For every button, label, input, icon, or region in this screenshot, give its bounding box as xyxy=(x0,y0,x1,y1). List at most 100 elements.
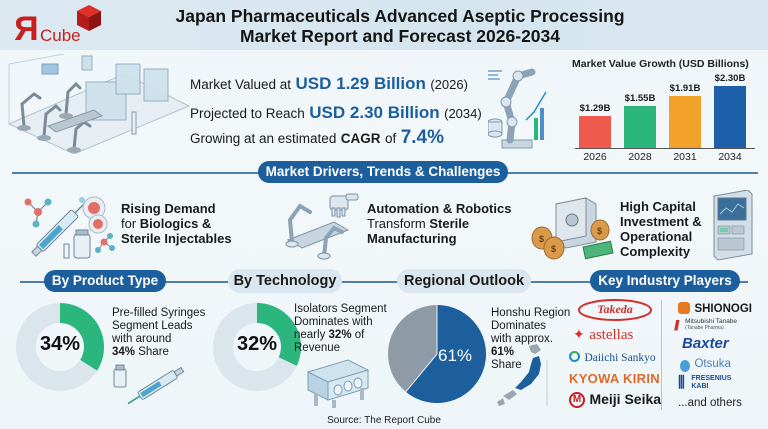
svg-text:$: $ xyxy=(539,234,544,244)
shionogi-text: SHIONOGI xyxy=(694,303,752,315)
driver-line: High Capital xyxy=(620,199,696,214)
capital-investment-illustration: $ $ $ xyxy=(531,197,614,260)
mitsubishi-tanabe-logo: /// Mitsubishi Tanabe (Tanabe Pharma) xyxy=(674,316,737,334)
product-type-title: By Product Type xyxy=(44,270,166,292)
driver-line: Investment & xyxy=(620,214,702,229)
fresenius-kabi-logo: ⫼ FRESENIUS KABI xyxy=(678,374,731,392)
x-tick-label: 2031 xyxy=(673,151,697,163)
astellas-star-icon: ✦ xyxy=(573,326,585,342)
takeda-text: Takeda xyxy=(597,302,633,316)
chart-x-labels: 2026 2028 2031 2034 xyxy=(575,151,755,165)
segment-line: 34% xyxy=(112,346,136,358)
takeda-logo: Takeda xyxy=(575,298,655,327)
bar-2026: $1.29B xyxy=(579,103,611,148)
driver-automation: Automation & Robotics Transform Sterile … xyxy=(367,201,511,246)
segment-line: 32% xyxy=(328,329,352,341)
fresenius-text: FRESENIUS xyxy=(691,374,732,382)
driver-line: Biologics & xyxy=(139,216,212,231)
and-others-text: ...and others xyxy=(678,397,742,409)
page-title: Japan Pharmaceuticals Advanced Aseptic P… xyxy=(120,6,680,46)
technology-donut-chart xyxy=(213,303,301,391)
astellas-text: astellas xyxy=(589,327,634,343)
regional-pie-chart xyxy=(388,305,486,403)
drivers-section-title: Market Drivers, Trends & Challenges xyxy=(258,161,508,183)
kabi-text: KABI xyxy=(691,382,709,390)
key-players-title: Key Industry Players xyxy=(590,270,740,292)
bar-value-label: $1.55B xyxy=(624,93,656,104)
chart-title: Market Value Growth (USD Billions) xyxy=(572,58,749,70)
daiichi-sankyo-logo: Daiichi Sankyo xyxy=(569,348,656,366)
meiji-seika-logo: M Meiji Seika xyxy=(569,391,661,409)
bar-value-label: $1.29B xyxy=(579,103,611,114)
bar-value-label: $1.91B xyxy=(669,83,701,94)
report-cube-logo: R Cube xyxy=(14,4,104,48)
kyowa-kirin-logo: KYOWA KIRIN xyxy=(569,371,660,386)
players-separator xyxy=(661,300,662,410)
segment-line: Honshu Region xyxy=(491,307,571,319)
segment-line: Dominates xyxy=(491,320,546,332)
segment-line: of xyxy=(351,329,365,341)
daiichi-sankyo-text: Daiichi Sankyo xyxy=(584,352,656,364)
bar-fill xyxy=(579,116,611,148)
source-footer: Source: The Report Cube xyxy=(327,415,441,426)
bar-2028: $1.55B xyxy=(624,93,656,148)
bar-2034: $2.30B xyxy=(714,73,746,148)
segments-divider xyxy=(20,281,748,283)
segment-line: with around xyxy=(112,333,172,345)
segment-line: Pre-filled Syringes xyxy=(112,307,206,319)
kpi-of-label: of xyxy=(384,131,397,146)
shionogi-logo: SHIONOGI xyxy=(678,299,752,317)
regional-outlook-title: Regional Outlook xyxy=(397,269,531,293)
driver-line: Complexity xyxy=(620,244,691,259)
product-type-description: Pre-filled Syringes Segment Leads with a… xyxy=(112,307,205,359)
syringe-vial-illustration xyxy=(113,364,185,405)
kpi-projected: Projected to Reach USD 2.30 Billion (203… xyxy=(190,103,482,123)
astellas-logo: ✦ astellas xyxy=(573,326,633,344)
driver-line: Transform xyxy=(367,216,430,231)
kpi-valued-year: (2026) xyxy=(430,77,468,92)
driver-biologics: Rising Demand for Biologics & Sterile In… xyxy=(121,201,232,246)
chart-x-axis xyxy=(575,148,755,149)
tanabe-pharma-text: (Tanabe Pharma) xyxy=(685,324,724,331)
product-type-donut-chart xyxy=(16,303,104,391)
regional-percent: 61% xyxy=(437,346,473,365)
driver-line: Sterile xyxy=(429,216,470,231)
segment-line: 61% xyxy=(491,346,515,358)
kpi-cagr-label: CAGR xyxy=(340,131,381,146)
isolator-illustration xyxy=(306,359,370,408)
segment-line: with approx. xyxy=(491,333,554,345)
otsuka-logo: Otsuka xyxy=(680,354,731,372)
segment-line: Isolators Segment xyxy=(294,303,387,315)
mitsubishi-tanabe-mark-icon: /// xyxy=(674,316,679,333)
technology-description: Isolators Segment Dominates with nearly … xyxy=(294,303,387,355)
kpi-valued-amount: USD 1.29 Billion xyxy=(295,74,426,93)
kpi-cagr-value: 7.4% xyxy=(400,127,445,148)
japan-map-icon xyxy=(497,344,548,406)
kpi-projected-amount: USD 2.30 Billion xyxy=(309,103,440,122)
otsuka-drop-icon xyxy=(680,360,690,372)
segment-line: Dominates with xyxy=(294,316,373,328)
fresenius-mark-icon: ⫼ xyxy=(678,374,685,392)
svg-text:$: $ xyxy=(551,244,556,254)
segment-line: nearly xyxy=(294,329,329,341)
segment-line: Share xyxy=(491,359,522,371)
technology-percent: 32% xyxy=(236,333,278,355)
x-tick-label: 2034 xyxy=(718,151,742,163)
bar-2031: $1.91B xyxy=(669,83,701,148)
logo-r-mark: R xyxy=(14,10,39,48)
kpi-growing-label: Growing at an estimated xyxy=(190,131,337,146)
kpi-projected-label: Projected to Reach xyxy=(190,106,305,121)
automation-robotics-illustration xyxy=(285,193,359,260)
driver-capital: High Capital Investment & Operational Co… xyxy=(620,199,702,259)
kpi-market-valued: Market Valued at USD 1.29 Billion (2026) xyxy=(190,74,468,94)
driver-line: Rising Demand xyxy=(121,201,216,216)
driver-line: for xyxy=(121,216,140,231)
meiji-mark-icon: M xyxy=(569,391,585,408)
kpi-valued-label: Market Valued at xyxy=(190,77,292,92)
driver-line: Automation & Robotics xyxy=(367,201,512,216)
biologics-syringe-illustration xyxy=(24,196,115,259)
driver-line: Operational xyxy=(620,229,693,244)
robot-arm-illustration xyxy=(488,68,547,149)
bar-fill xyxy=(669,96,701,148)
baxter-logo: Baxter xyxy=(682,335,729,352)
